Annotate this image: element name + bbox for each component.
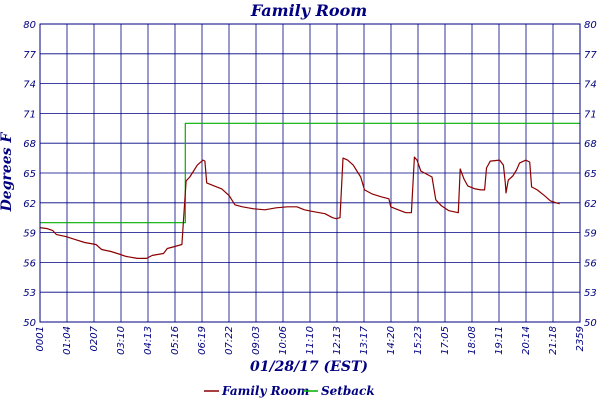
x-tick-label: 15:23 xyxy=(413,326,424,355)
y-tick-label: 56 xyxy=(23,258,36,269)
x-tick-label: 07:22 xyxy=(224,326,235,355)
chart-grid xyxy=(39,23,581,323)
legend: Family Room Setback xyxy=(204,384,375,398)
y-tick-label-right: 65 xyxy=(584,169,597,180)
x-tick-label: 01:04 xyxy=(62,326,73,355)
x-tick-label: 13:17 xyxy=(359,325,370,354)
y-tick-label: 53 xyxy=(23,288,36,299)
x-axis-label: 01/28/17 (EST) xyxy=(250,359,368,375)
family-room-line xyxy=(39,156,560,259)
y-tick-label-right: 56 xyxy=(584,258,597,269)
y-tick-label: 74 xyxy=(23,80,36,91)
x-tick-label: 11:10 xyxy=(305,326,316,355)
x-tick-label: 18:08 xyxy=(467,326,478,355)
x-tick-label: 2359 xyxy=(575,326,586,351)
x-tick-label: 0207 xyxy=(89,325,100,351)
y-tick-label-right: 62 xyxy=(584,199,597,210)
y-tick-label-right: 59 xyxy=(584,229,597,240)
x-tick-label: 04:13 xyxy=(143,326,154,355)
y-tick-label-right: 71 xyxy=(584,109,597,120)
y-tick-label: 59 xyxy=(23,229,36,240)
x-tick-label: 14:20 xyxy=(386,326,397,355)
x-tick-label: 21:18 xyxy=(548,326,559,355)
y-tick-label: 62 xyxy=(23,199,36,210)
y-tick-label-right: 74 xyxy=(584,80,597,91)
y-tick-label-right: 50 xyxy=(584,318,597,329)
y-tick-label: 68 xyxy=(23,139,36,150)
x-tick-label: 10:06 xyxy=(278,326,289,355)
x-tick-label: 17:05 xyxy=(440,326,451,355)
y-tick-label: 50 xyxy=(23,318,36,329)
x-axis: 0001 01:04 0207 03:10 04:13 05:16 06:19 07:22 09… xyxy=(35,325,586,354)
x-tick-label: 12:13 xyxy=(332,326,343,355)
legend-label-setback: Setback xyxy=(321,384,375,398)
y-tick-label: 71 xyxy=(23,109,36,120)
x-tick-label: 20:14 xyxy=(521,326,532,355)
x-tick-label: 03:10 xyxy=(116,326,127,355)
y-tick-label: 65 xyxy=(23,169,36,180)
series-setback xyxy=(40,122,580,224)
y-tick-label: 80 xyxy=(23,20,36,31)
x-tick-label: 05:16 xyxy=(170,326,181,355)
y-tick-label-right: 77 xyxy=(584,50,597,61)
y-tick-label-right: 80 xyxy=(584,20,597,31)
x-tick-label: 09:03 xyxy=(251,326,262,355)
x-tick-label: 0001 xyxy=(35,326,46,351)
series-family-room xyxy=(39,156,560,259)
x-tick-label: 06:19 xyxy=(197,326,208,355)
y-axis-label: Degrees F xyxy=(0,132,15,213)
chart-title: Family Room xyxy=(250,1,367,20)
y-axis-right: 50 53 56 59 62 65 68 71 74 77 80 xyxy=(584,20,597,329)
legend-label-family-room: Family Room xyxy=(221,384,309,398)
y-tick-label: 77 xyxy=(23,50,36,61)
y-axis-left: 50 53 56 59 62 65 68 71 74 77 80 xyxy=(23,20,36,329)
y-tick-label-right: 53 xyxy=(584,288,597,299)
y-tick-label-right: 68 xyxy=(584,139,597,150)
plot-frame xyxy=(39,23,581,323)
x-tick-label: 19:11 xyxy=(494,326,505,355)
setback-line xyxy=(40,122,580,224)
